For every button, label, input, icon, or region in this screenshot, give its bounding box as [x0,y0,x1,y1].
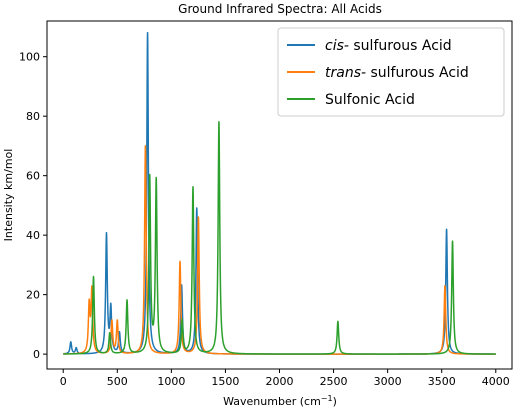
legend-label-text: sulfurous Acid [366,65,469,81]
x-axis-label: Wavenumber (cm−1) [223,394,337,408]
legend-label-text: Sulfonic Acid [325,92,415,108]
y-tick-label: 40 [26,229,40,242]
chart-title: Ground Infrared Spectra: All Acids [178,2,382,16]
y-tick-label: 0 [33,348,40,361]
x-tick-label: 4000 [482,375,510,388]
y-tick-label: 80 [26,110,40,123]
x-tick-label: 2000 [266,375,294,388]
x-tick-label: 3500 [428,375,456,388]
x-axis-label-main: Wavenumber (cm [223,395,321,408]
series-line-2 [62,121,497,355]
x-tick-label: 0 [60,375,67,388]
x-tick-label: 2500 [320,375,348,388]
x-tick-label: 1500 [211,375,239,388]
series-lines [62,31,497,355]
legend-label-1: trans- sulfurous Acid [325,65,469,81]
x-axis-ticks: 0 500 1000 1500 2000 2500 3000 3500 4000 [60,369,510,388]
x-tick-label: 3000 [374,375,402,388]
legend-label-italic: trans- [325,65,366,81]
legend-label-text: sulfurous Acid [349,38,452,54]
legend-box [277,27,505,117]
legend-label-italic: cis- [325,38,349,54]
x-tick-label: 1000 [157,375,185,388]
y-tick-label: 60 [26,170,40,183]
legend-label-0: cis- sulfurous Acid [325,38,452,54]
x-axis-label-superscript: −1 [321,394,333,403]
x-axis-label-end: ) [333,395,337,408]
y-axis-ticks: 0 20 40 60 80 100 [19,51,47,361]
x-tick-label: 500 [107,375,128,388]
y-tick-label: 100 [19,51,40,64]
legend-label-2: Sulfonic Acid [325,92,415,108]
y-tick-label: 20 [26,289,40,302]
y-axis-label: Intensity km/mol [2,149,15,242]
